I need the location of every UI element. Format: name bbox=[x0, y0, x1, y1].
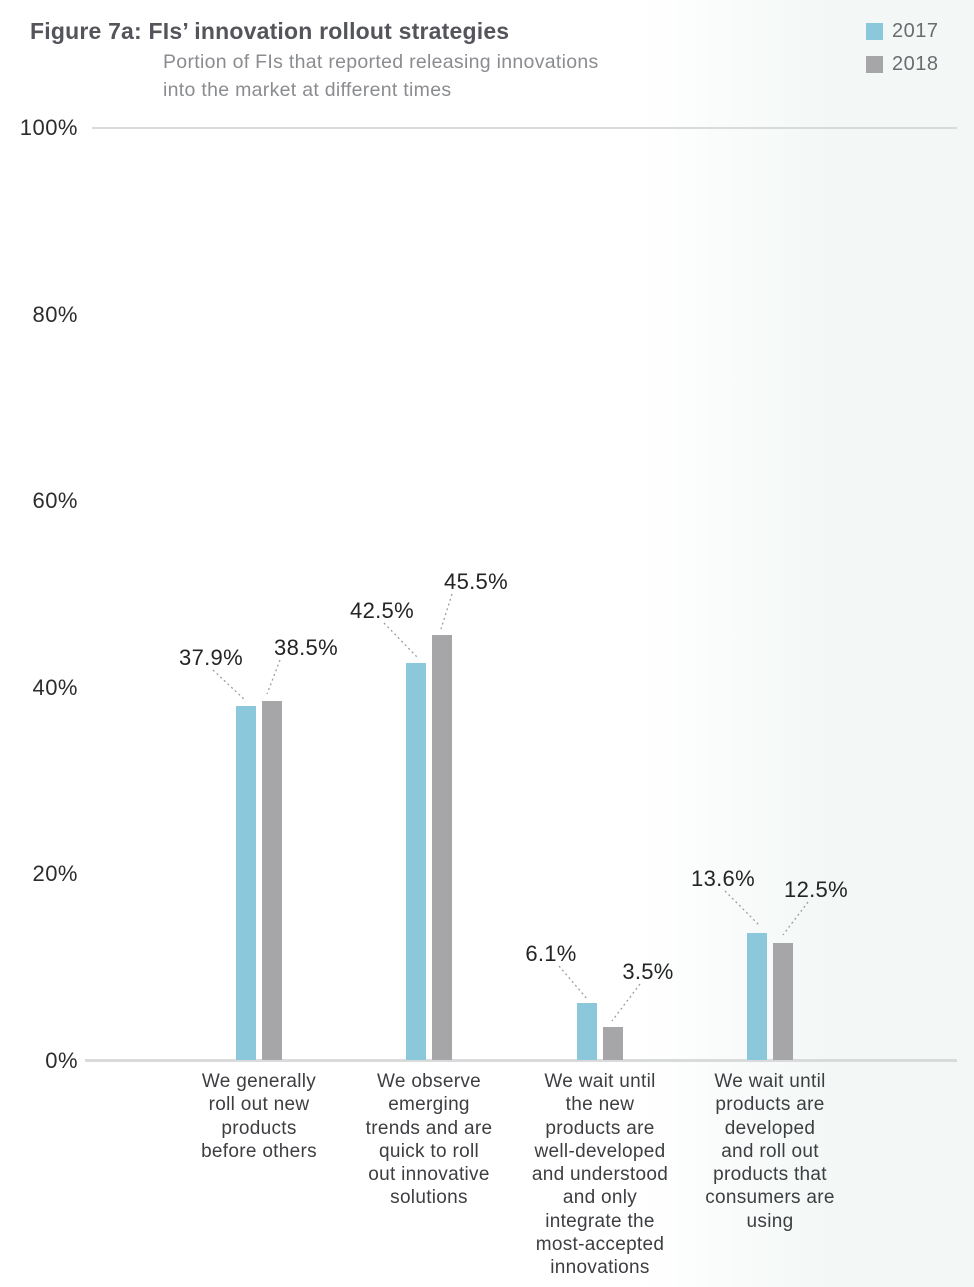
y-axis-tick-label: 80% bbox=[32, 301, 78, 327]
figure-subtitle: Portion of FIs that reported releasing i… bbox=[163, 51, 599, 101]
bar-2018-group4 bbox=[773, 943, 793, 1060]
legend-item-2018: 2018 bbox=[866, 53, 939, 76]
category-label-group1: We generally roll out new products befor… bbox=[201, 1071, 317, 1162]
legend: 2017 2018 bbox=[866, 20, 939, 86]
legend-swatch-2018 bbox=[866, 56, 883, 73]
legend-label-2017: 2017 bbox=[892, 20, 939, 42]
bar-2018-group2 bbox=[432, 635, 452, 1060]
leader-line-2017-group2 bbox=[383, 622, 418, 658]
y-axis-tick-label: 40% bbox=[32, 674, 78, 700]
leader-line-2018-group2 bbox=[440, 593, 453, 630]
value-label-2018-group3: 3.5% bbox=[622, 959, 674, 984]
value-label-2018-group1: 38.5% bbox=[274, 635, 338, 660]
category-label-group3: We wait until the new products are well-… bbox=[531, 1071, 669, 1279]
x-axis-line bbox=[85, 1059, 957, 1062]
value-label-2017-group3: 6.1% bbox=[525, 941, 577, 966]
bar-2018-group1 bbox=[262, 700, 282, 1060]
legend-swatch-2017 bbox=[866, 23, 883, 40]
value-label-2018-group4: 12.5% bbox=[784, 877, 848, 902]
leader-line-2018-group1 bbox=[266, 659, 281, 695]
figure-title: Figure 7a: FIs’ innovation rollout strat… bbox=[30, 18, 510, 44]
y-axis-tick-label: 0% bbox=[45, 1048, 78, 1073]
leader-line-2017-group4 bbox=[724, 890, 760, 926]
leader-line-2018-group3 bbox=[611, 983, 641, 1022]
value-label-2017-group4: 13.6% bbox=[691, 866, 755, 891]
y-axis-tick-label: 60% bbox=[32, 488, 78, 514]
bar-2017-group1 bbox=[236, 706, 256, 1060]
leader-line-2017-group1 bbox=[212, 669, 247, 702]
legend-item-2017: 2017 bbox=[866, 20, 939, 43]
category-label-group2: We observe emerging trends and are quick… bbox=[365, 1071, 493, 1209]
bar-2018-group3 bbox=[603, 1027, 623, 1060]
value-label-2017-group1: 37.9% bbox=[179, 645, 243, 670]
gridline-100-percent bbox=[92, 127, 957, 129]
leader-line-2018-group4 bbox=[782, 901, 809, 936]
bar-2017-group4 bbox=[747, 933, 767, 1060]
value-label-2018-group2: 45.5% bbox=[444, 569, 508, 594]
leader-line-2017-group3 bbox=[558, 965, 589, 1001]
value-label-2017-group2: 42.5% bbox=[350, 598, 414, 623]
bar-2017-group3 bbox=[577, 1003, 597, 1060]
bar-2017-group2 bbox=[406, 663, 426, 1060]
category-label-group4: We wait until products are developed and… bbox=[705, 1071, 835, 1232]
y-axis-tick-label: 20% bbox=[32, 861, 78, 887]
y-axis-tick-label: 100% bbox=[19, 115, 78, 140]
legend-label-2018: 2018 bbox=[892, 53, 939, 75]
